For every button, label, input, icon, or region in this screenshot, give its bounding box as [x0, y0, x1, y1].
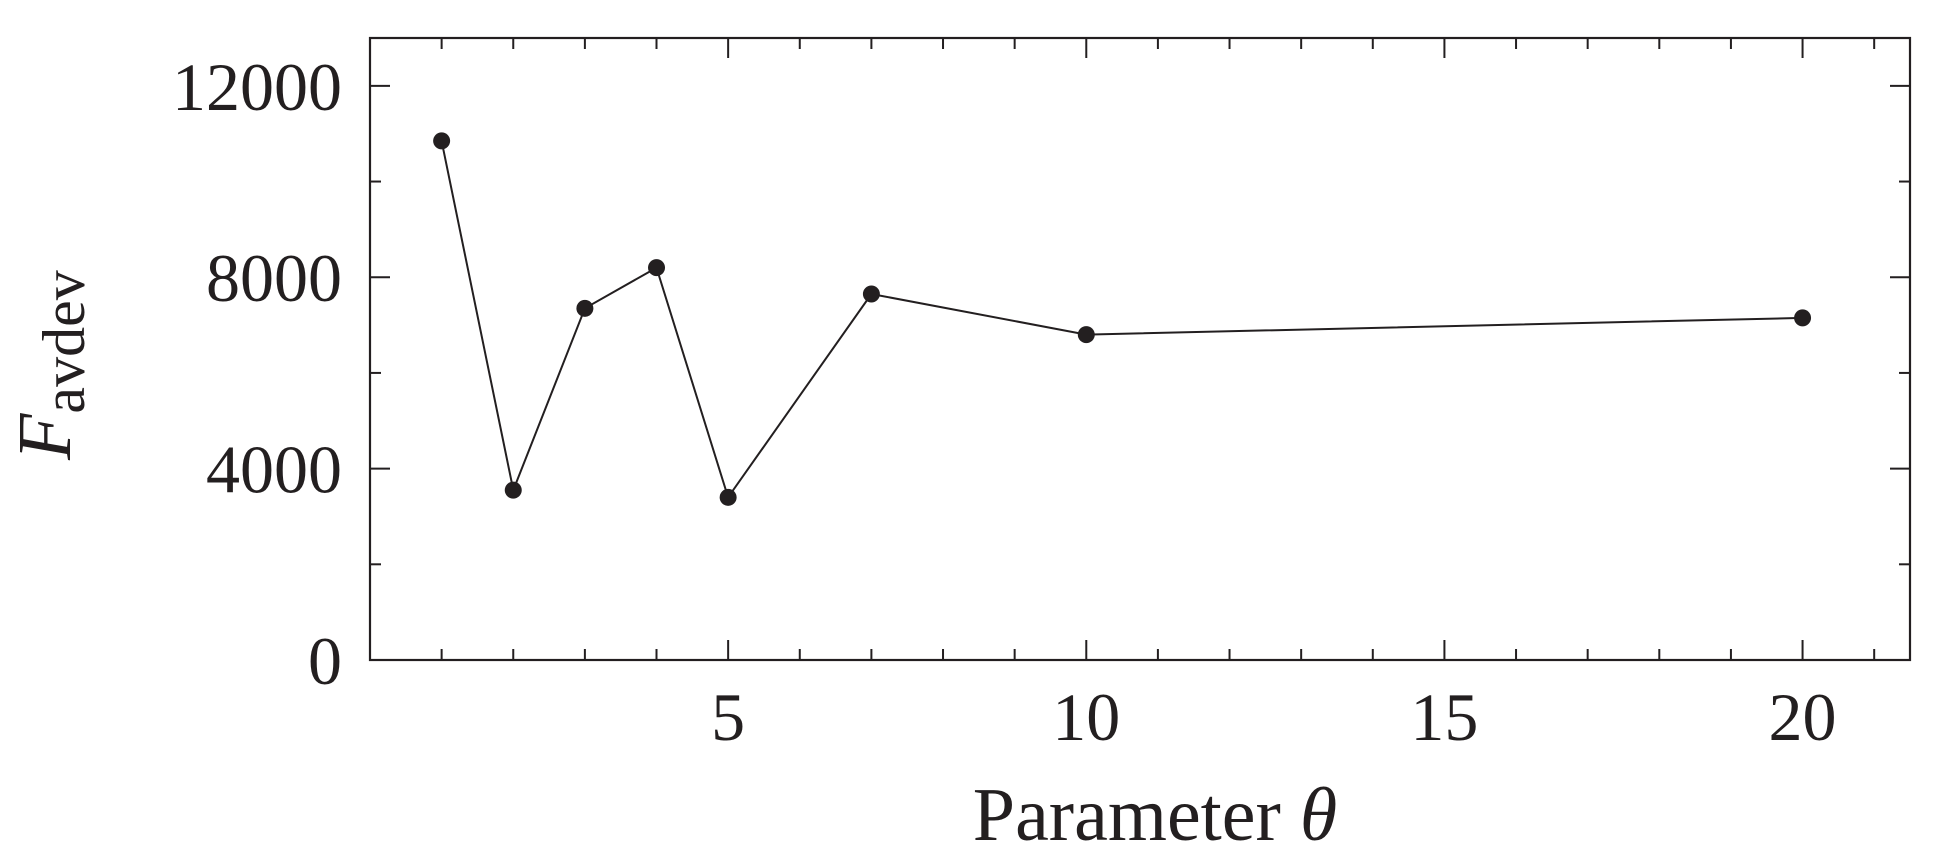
- data-series: [433, 132, 1812, 506]
- x-axis-label-text: Parameter: [973, 773, 1300, 857]
- x-tick-label: 20: [1769, 679, 1837, 755]
- y-axis-label: Favdev: [3, 270, 97, 461]
- data-point: [719, 488, 737, 506]
- y-axis-label-symbol: F: [3, 412, 87, 461]
- x-tick-label: 5: [711, 679, 745, 755]
- y-tick-label: 12000: [172, 49, 342, 125]
- y-tick-label: 8000: [206, 240, 342, 316]
- series-line: [440, 140, 1803, 500]
- x-axis-label: Parameter θ: [973, 773, 1337, 857]
- y-axis-label-subscript: avdev: [31, 270, 97, 413]
- data-point: [1794, 309, 1812, 327]
- plot-border: [368, 36, 1912, 662]
- x-axis-label-symbol: θ: [1300, 773, 1337, 857]
- data-point: [1077, 326, 1095, 344]
- axis-ticks: [370, 38, 1910, 660]
- y-tick-label: 0: [308, 623, 342, 699]
- axis-tick-labels: 5 10 15 20 0 4000 8000 12000: [172, 49, 1837, 755]
- data-point: [576, 299, 594, 317]
- y-tick-label: 4000: [206, 432, 342, 508]
- data-point: [504, 481, 522, 499]
- x-tick-label: 15: [1410, 679, 1478, 755]
- plot-frame: [368, 36, 1912, 662]
- x-tick-label: 10: [1052, 679, 1120, 755]
- data-point: [433, 132, 451, 150]
- data-point: [648, 259, 666, 277]
- data-point: [862, 285, 880, 303]
